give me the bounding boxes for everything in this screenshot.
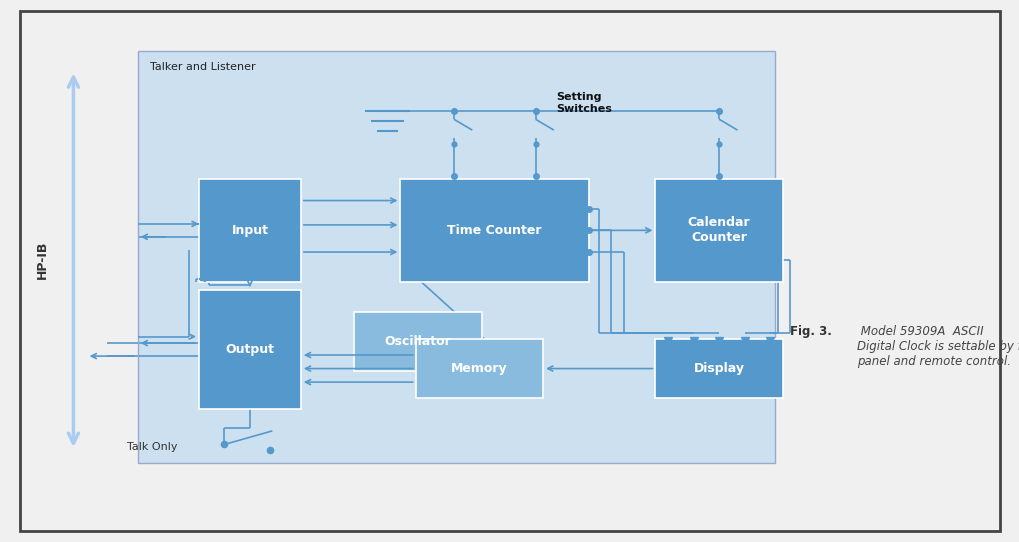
FancyBboxPatch shape — [138, 51, 774, 463]
Text: Talker and Listener: Talker and Listener — [150, 62, 256, 72]
Text: HP-IB: HP-IB — [37, 241, 49, 279]
FancyBboxPatch shape — [416, 339, 542, 398]
Text: Model 59309A  ASCII
Digital Clock is settable by front-
panel and remote control: Model 59309A ASCII Digital Clock is sett… — [856, 325, 1019, 368]
Text: Output: Output — [225, 343, 274, 356]
Text: Display: Display — [693, 362, 744, 375]
Text: Fig. 3.: Fig. 3. — [790, 325, 832, 338]
Text: Calendar
Counter: Calendar Counter — [687, 216, 750, 244]
FancyBboxPatch shape — [655, 339, 783, 398]
FancyBboxPatch shape — [655, 179, 783, 282]
FancyBboxPatch shape — [199, 179, 301, 282]
FancyBboxPatch shape — [355, 312, 482, 371]
Text: Input: Input — [231, 224, 268, 237]
Text: Talk Only: Talk Only — [127, 442, 178, 452]
FancyBboxPatch shape — [20, 11, 999, 531]
Text: Setting
Switches: Setting Switches — [555, 92, 611, 114]
FancyBboxPatch shape — [399, 179, 589, 282]
Text: Memory: Memory — [450, 362, 507, 375]
FancyBboxPatch shape — [199, 290, 301, 409]
Text: Time Counter: Time Counter — [447, 224, 541, 237]
Text: Oscillator: Oscillator — [384, 335, 451, 348]
